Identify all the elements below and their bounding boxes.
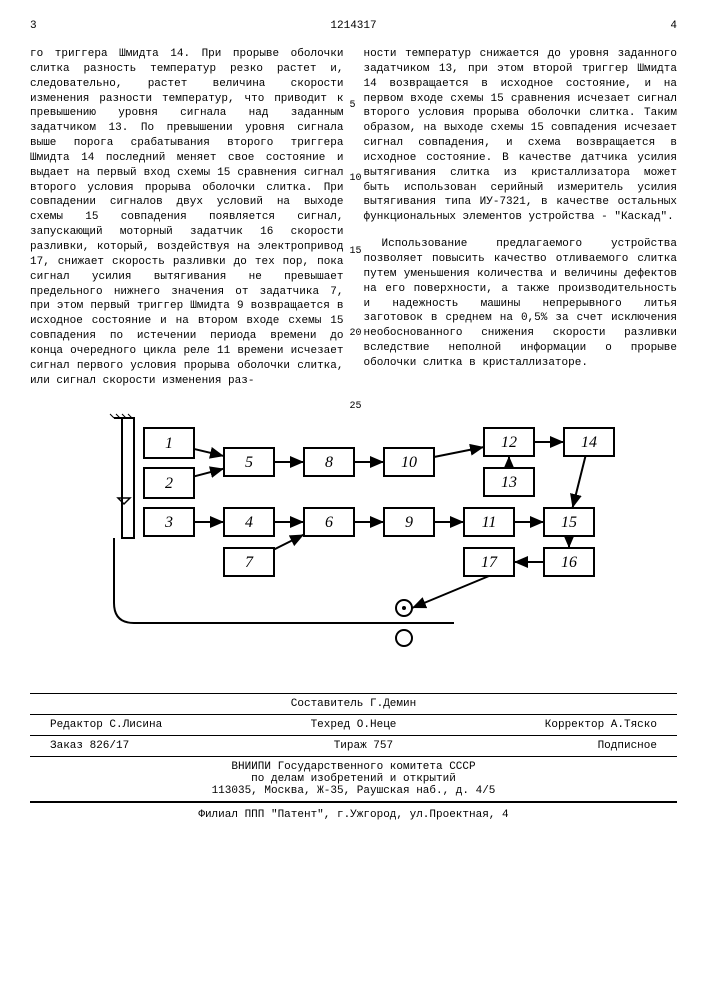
diagram-svg: 1234567891011121314151617 [54,408,654,668]
svg-text:9: 9 [405,514,413,531]
svg-text:1: 1 [165,435,173,452]
footer-tech-editor: Техред О.Неце [311,719,397,731]
right-column: 5 10 15 20 25 ности температур снижается… [364,47,678,388]
svg-text:7: 7 [245,554,254,571]
line-number: 10 [350,172,362,186]
text-columns: го триггера Шмидта 14. При прорыве оболо… [30,47,677,388]
page-header: 3 1214317 4 [30,20,677,32]
line-number: 20 [350,327,362,341]
line-number: 25 [350,400,362,414]
svg-text:14: 14 [581,434,597,451]
document-number: 1214317 [330,20,376,32]
svg-text:4: 4 [245,514,253,531]
page-container: 3 1214317 4 го триггера Шмидта 14. При п… [0,0,707,847]
footer-editor: Редактор С.Лисина [50,719,162,731]
right-text-p1: ности температур снижается до уровня зад… [364,47,678,225]
block-diagram: 1234567891011121314151617 [54,408,654,673]
svg-text:2: 2 [165,475,173,492]
footer-branch: Филиал ППП "Патент", г.Ужгород, ул.Проек… [30,802,677,827]
footer-block: Составитель Г.Демин Редактор С.Лисина Те… [30,693,677,802]
footer-circulation: Тираж 757 [334,740,393,752]
line-number: 5 [350,99,356,113]
footer-editors-row: Редактор С.Лисина Техред О.Неце Корректо… [30,714,677,735]
footer-subscription: Подписное [598,740,657,752]
svg-text:15: 15 [561,514,577,531]
footer-order-row: Заказ 826/17 Тираж 757 Подписное [30,735,677,756]
footer-org2: по делам изобретений и открытий [30,773,677,785]
page-num-right: 4 [670,20,677,32]
svg-text:11: 11 [481,514,496,531]
footer-org: ВНИИПИ Государственного комитета СССР по… [30,756,677,801]
footer-composer: Составитель Г.Демин [30,694,677,714]
footer-order: Заказ 826/17 [50,740,129,752]
svg-text:17: 17 [481,554,498,571]
left-text: го триггера Шмидта 14. При прорыве оболо… [30,47,344,388]
footer-corrector: Корректор А.Тяско [545,719,657,731]
svg-text:8: 8 [325,454,333,471]
left-column: го триггера Шмидта 14. При прорыве оболо… [30,47,344,388]
line-number: 15 [350,245,362,259]
svg-text:10: 10 [401,454,417,471]
svg-text:12: 12 [501,434,517,451]
svg-text:3: 3 [164,514,173,531]
footer-org1: ВНИИПИ Государственного комитета СССР [30,761,677,773]
footer-address: 113035, Москва, Ж-35, Раушская наб., д. … [30,785,677,797]
svg-text:5: 5 [245,454,253,471]
svg-text:13: 13 [501,474,517,491]
svg-text:16: 16 [561,554,577,571]
right-text-p2: Использование предлагаемого устройства п… [364,237,678,371]
page-num-left: 3 [30,20,37,32]
svg-text:6: 6 [325,514,333,531]
